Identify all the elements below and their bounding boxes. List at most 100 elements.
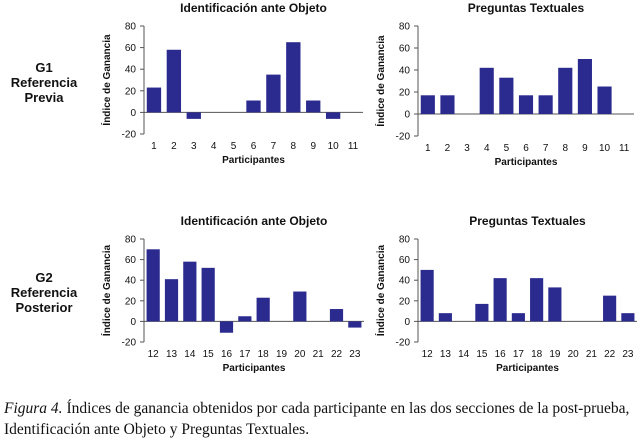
x-axis-label: Participantes — [223, 363, 286, 374]
figure-caption: Figura 4. Índices de ganancia obtenidos … — [4, 398, 638, 440]
row-label-g1-line: Previa — [24, 90, 64, 105]
x-tick-label: 7 — [271, 141, 277, 152]
bar — [186, 112, 201, 119]
x-tick-label: 4 — [211, 141, 217, 152]
x-tick-label: 1 — [151, 141, 157, 152]
y-tick-label: 0 — [404, 317, 410, 328]
x-axis-label: Participantes — [496, 363, 559, 374]
bar — [293, 291, 307, 322]
bar — [219, 321, 234, 333]
y-tick-label: 20 — [125, 296, 137, 307]
row-label-g2-line: Referencia — [11, 285, 78, 300]
bar — [475, 303, 489, 322]
row-label-g2: G2 Referencia Posterior — [11, 270, 78, 315]
bar — [286, 42, 301, 113]
y-axis-label: Índice de Ganancia — [374, 35, 387, 127]
bar — [201, 267, 215, 322]
y-tick-label: 40 — [125, 276, 137, 287]
x-tick-label: 23 — [349, 349, 361, 360]
x-tick-label: 5 — [231, 141, 237, 152]
x-axis-label: Participantes — [495, 157, 558, 168]
bar — [238, 316, 252, 322]
x-tick-label: 9 — [310, 141, 316, 152]
y-tick-label: 80 — [399, 235, 411, 246]
x-tick-label: 10 — [599, 143, 611, 154]
bar — [256, 297, 270, 322]
y-tick-label: 0 — [130, 317, 136, 328]
x-tick-label: 17 — [239, 349, 251, 360]
x-tick-label: 20 — [568, 349, 580, 360]
y-tick-label: 0 — [404, 110, 410, 121]
y-tick-label: -20 — [122, 338, 137, 349]
bar — [166, 49, 182, 113]
x-tick-label: 16 — [221, 349, 233, 360]
caption-text: Índices de ganancia obtenidos por cada p… — [4, 400, 630, 438]
y-axis-label: Índice de Ganancia — [100, 244, 113, 336]
x-tick-label: 7 — [543, 143, 549, 154]
y-axis-label: Índice de Ganancia — [100, 34, 113, 126]
charts-layer: Identificación ante Objeto-20020406080Ín… — [100, 1, 637, 374]
x-tick-label: 14 — [458, 349, 470, 360]
bar — [530, 278, 544, 322]
x-tick-label: 13 — [440, 349, 452, 360]
y-tick-label: 60 — [399, 44, 411, 55]
x-tick-label: 8 — [291, 141, 297, 152]
chart-panel-2: Preguntas Textuales -20 0 20 40 60 80 Índice de… — [374, 1, 634, 168]
bar — [493, 278, 507, 322]
bar — [621, 313, 635, 322]
x-tick-label: 2 — [171, 141, 177, 152]
bar — [511, 313, 525, 322]
bar — [538, 95, 553, 114]
bar — [499, 77, 514, 114]
bar — [438, 313, 452, 322]
x-tick-label: 4 — [484, 143, 490, 154]
y-tick-label: 0 — [130, 108, 136, 119]
x-tick-label: 15 — [203, 349, 215, 360]
bar — [420, 95, 435, 114]
y-axis-label: Índice de Ganancia — [374, 244, 387, 336]
chart-panel-4: Preguntas Textuales -20 0 20 40 60 80 Índice de… — [374, 214, 637, 374]
bar — [146, 87, 162, 113]
x-tick-label: 21 — [313, 349, 325, 360]
x-tick-label: 5 — [504, 143, 510, 154]
x-tick-label: 21 — [586, 349, 598, 360]
x-tick-label: 22 — [604, 349, 616, 360]
x-tick-label: 23 — [622, 349, 634, 360]
x-tick-label: 1 — [425, 143, 431, 154]
bar — [597, 86, 612, 114]
x-tick-label: 22 — [331, 349, 343, 360]
chart-title: Preguntas Textuales — [469, 214, 586, 228]
bar — [558, 67, 573, 114]
bar — [348, 321, 362, 328]
y-tick-label: 80 — [125, 22, 137, 33]
x-tick-label: 3 — [191, 141, 197, 152]
bar — [164, 279, 179, 322]
y-tick-label: -20 — [396, 338, 411, 349]
x-tick-label: 6 — [523, 143, 529, 154]
x-tick-label: 19 — [549, 349, 561, 360]
x-tick-label: 13 — [166, 349, 178, 360]
x-tick-label: 19 — [276, 349, 288, 360]
row-label-g1-line: Referencia — [11, 75, 78, 90]
y-tick-label: 20 — [125, 86, 137, 97]
chart-panel-1: Identificación ante Objeto -20 0 20 40 60 80 Ín… — [100, 1, 363, 166]
x-tick-label: 17 — [513, 349, 525, 360]
chart-title: Identificación ante Objeto — [180, 1, 327, 15]
bar — [479, 67, 494, 114]
x-tick-label: 6 — [251, 141, 257, 152]
bar — [603, 295, 617, 322]
x-tick-label: 18 — [258, 349, 270, 360]
y-tick-label: 60 — [399, 255, 411, 266]
x-tick-label: 9 — [582, 143, 588, 154]
x-axis-label: Participantes — [222, 155, 285, 166]
bar — [246, 100, 261, 113]
bar — [577, 59, 592, 114]
x-tick-label: 12 — [422, 349, 434, 360]
x-tick-label: 16 — [495, 349, 507, 360]
y-tick-label: 40 — [125, 65, 137, 76]
x-tick-label: 8 — [562, 143, 568, 154]
bar — [325, 112, 341, 119]
y-tick-label: 20 — [399, 296, 411, 307]
y-tick-label: 80 — [399, 22, 411, 33]
